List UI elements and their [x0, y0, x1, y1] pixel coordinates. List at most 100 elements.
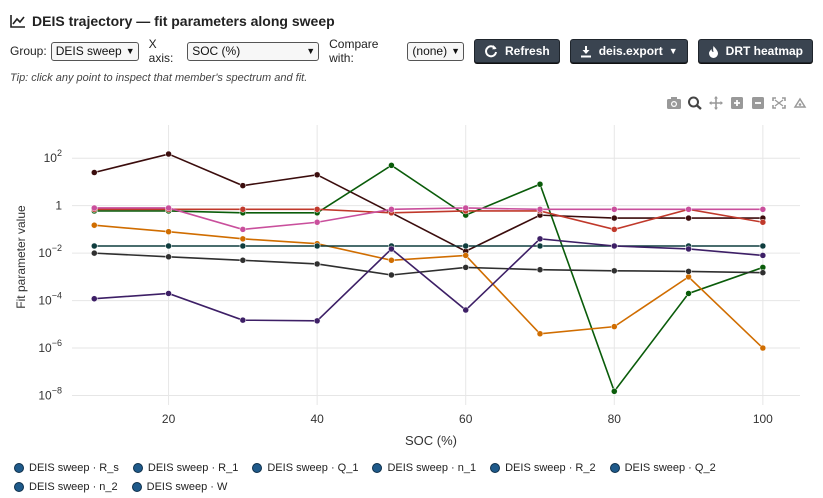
compare-select[interactable]: (none) ▼: [407, 41, 465, 61]
data-point[interactable]: [91, 204, 98, 212]
legend-label: DEIS sweep · W: [146, 480, 228, 493]
compare-label: Compare with:: [329, 37, 379, 65]
data-point[interactable]: [388, 162, 395, 169]
data-point[interactable]: [313, 219, 321, 226]
data-point[interactable]: [165, 204, 172, 212]
data-point[interactable]: [759, 252, 767, 259]
data-point[interactable]: [536, 180, 544, 188]
data-point[interactable]: [685, 245, 692, 253]
y-tick-label: 102: [44, 148, 62, 165]
data-point[interactable]: [388, 271, 395, 279]
legend-label: DEIS sweep · R_1: [147, 461, 239, 474]
data-point[interactable]: [759, 219, 767, 226]
pan-icon[interactable]: [708, 96, 724, 110]
xaxis-label: X axis:: [148, 37, 174, 65]
series-line: [94, 153, 763, 253]
drt-heatmap-button[interactable]: DRT heatmap: [697, 39, 813, 63]
data-point[interactable]: [685, 290, 692, 297]
data-point[interactable]: [239, 206, 247, 213]
data-point[interactable]: [239, 235, 247, 243]
tip-text: Tip: click any point to inspect that mem…: [10, 72, 308, 84]
data-point[interactable]: [165, 150, 172, 158]
data-point[interactable]: [239, 226, 247, 233]
data-point[interactable]: [685, 214, 692, 222]
x-tick-label: 100: [753, 412, 773, 426]
legend-marker: [14, 462, 24, 473]
data-point[interactable]: [536, 206, 544, 213]
data-point[interactable]: [388, 206, 395, 213]
y-tick-label: 1: [55, 199, 62, 213]
data-point[interactable]: [91, 169, 98, 176]
zoom-in-icon[interactable]: [729, 96, 745, 110]
data-point[interactable]: [165, 242, 172, 250]
legend-marker: [490, 462, 501, 473]
data-point[interactable]: [462, 306, 469, 314]
data-point[interactable]: [536, 235, 544, 243]
data-point[interactable]: [313, 206, 321, 213]
legend-item[interactable]: DEIS sweep · n_1: [372, 462, 476, 474]
data-point[interactable]: [611, 388, 618, 395]
series-line: [94, 224, 764, 349]
data-point[interactable]: [91, 242, 98, 250]
legend-row: DEIS sweep · R_s DEIS sweep · R_1 DEIS s…: [14, 458, 730, 477]
data-point[interactable]: [91, 295, 98, 302]
data-point[interactable]: [536, 266, 544, 273]
data-point[interactable]: [611, 323, 618, 330]
legend-item[interactable]: DEIS sweep · R_s: [14, 462, 119, 474]
reset-axes-icon[interactable]: [792, 96, 808, 110]
data-point[interactable]: [313, 171, 321, 179]
x-tick-label: 60: [459, 412, 473, 426]
data-point[interactable]: [239, 316, 247, 324]
data-point[interactable]: [388, 245, 395, 253]
data-point[interactable]: [685, 268, 692, 275]
data-point[interactable]: [759, 344, 767, 352]
data-point[interactable]: [462, 264, 469, 271]
group-select[interactable]: DEIS sweep ▼: [50, 41, 139, 61]
data-point[interactable]: [611, 242, 618, 250]
legend-item[interactable]: DEIS sweep · R_1: [132, 461, 239, 474]
export-button[interactable]: deis.export ▼: [569, 39, 688, 63]
data-point[interactable]: [388, 257, 395, 264]
legend-item[interactable]: DEIS sweep · Q_1: [252, 462, 358, 474]
data-point[interactable]: [759, 242, 767, 250]
xaxis-select-value: SOC (%): [192, 44, 241, 58]
y-tick-label: 10−8: [38, 386, 62, 403]
data-point[interactable]: [313, 317, 321, 325]
zoom-icon[interactable]: [687, 96, 703, 110]
refresh-button[interactable]: Refresh: [474, 39, 560, 63]
data-point[interactable]: [611, 206, 618, 213]
data-point[interactable]: [685, 273, 692, 281]
data-point[interactable]: [759, 206, 767, 213]
data-point[interactable]: [313, 260, 321, 268]
data-point[interactable]: [239, 257, 247, 264]
data-point[interactable]: [685, 206, 692, 213]
data-point[interactable]: [165, 253, 172, 261]
legend-item[interactable]: DEIS sweep · W: [131, 480, 228, 493]
data-point[interactable]: [462, 204, 469, 212]
data-point[interactable]: [611, 214, 618, 222]
legend-item[interactable]: DEIS sweep · Q_2: [609, 462, 716, 474]
data-point[interactable]: [91, 221, 98, 229]
data-point[interactable]: [239, 182, 247, 189]
autoscale-icon[interactable]: [771, 96, 787, 110]
data-point[interactable]: [759, 269, 767, 276]
legend-item[interactable]: DEIS sweep · R_2: [490, 462, 596, 474]
data-point[interactable]: [462, 242, 469, 250]
data-point[interactable]: [536, 242, 544, 250]
data-point[interactable]: [462, 252, 469, 259]
zoom-out-icon[interactable]: [750, 96, 766, 110]
legend-item[interactable]: DEIS sweep · n_2: [14, 481, 118, 493]
camera-icon[interactable]: [666, 96, 682, 110]
y-tick-label: 10−4: [38, 291, 62, 308]
series-line: [94, 208, 763, 231]
refresh-icon: [485, 45, 498, 58]
data-point[interactable]: [91, 249, 98, 257]
data-point[interactable]: [313, 242, 321, 250]
data-point[interactable]: [536, 330, 544, 338]
data-point[interactable]: [611, 267, 618, 275]
data-point[interactable]: [611, 226, 618, 233]
data-point[interactable]: [165, 228, 172, 235]
xaxis-select[interactable]: SOC (%) ▼: [187, 41, 320, 61]
data-point[interactable]: [165, 290, 172, 297]
data-point[interactable]: [239, 242, 247, 250]
